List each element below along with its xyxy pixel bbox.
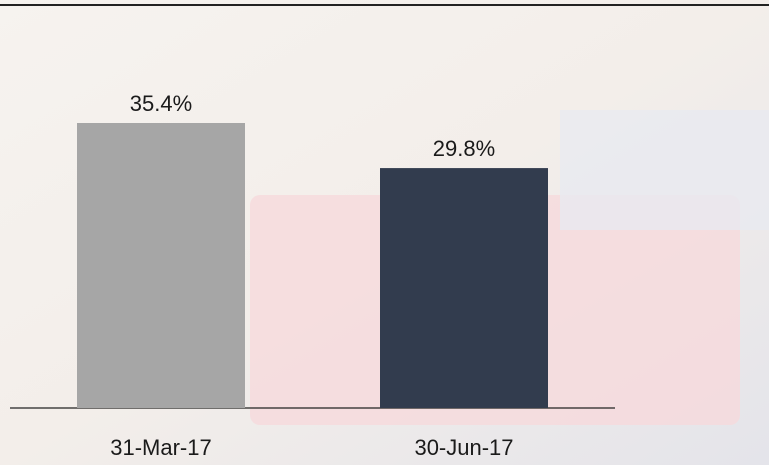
data-label: 35.4% — [130, 91, 192, 116]
data-label: 29.8% — [433, 136, 495, 161]
bar — [380, 168, 548, 408]
x-tick-label: 30-Jun-17 — [414, 435, 513, 460]
x-tick-label: 31-Mar-17 — [110, 435, 211, 460]
bar — [77, 123, 245, 408]
background-cushion — [560, 110, 769, 230]
